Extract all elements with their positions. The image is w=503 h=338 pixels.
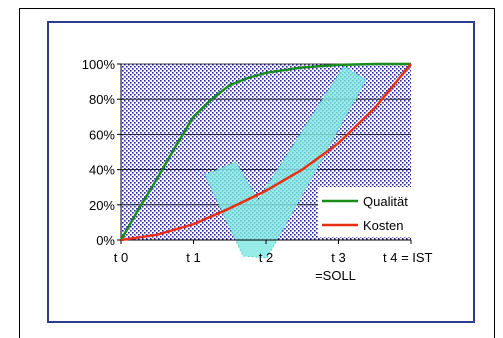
x-tick-label: t 1 — [186, 250, 200, 265]
y-tick-label: 60% — [89, 127, 115, 142]
legend-background — [318, 187, 428, 237]
x-tick-label: t 3 — [331, 250, 345, 265]
legend-label-qualitaet: Qualität — [363, 194, 408, 209]
y-tick-label: 20% — [89, 198, 115, 213]
y-ticks: 0% 20% 40% 60% 80% 100% — [82, 57, 121, 248]
x-tick-label: t 4 = IST — [383, 250, 433, 265]
legend: Qualität Kosten — [322, 194, 408, 233]
x-tick-sublabel: =SOLL — [315, 268, 356, 283]
legend-label-kosten: Kosten — [363, 218, 403, 233]
y-tick-label: 0% — [96, 233, 115, 248]
x-tick-label: t 0 — [114, 250, 128, 265]
y-tick-label: 80% — [89, 92, 115, 107]
x-tick-label: t 2 — [259, 250, 273, 265]
checkmark-icon — [204, 65, 367, 259]
x-ticks: t 0 t 1 t 2 t 3 =SOLL t 4 = IST — [114, 240, 433, 283]
y-tick-label: 100% — [82, 57, 116, 72]
series-line-qualitaet — [119, 62, 411, 241]
series-line-kosten — [120, 63, 412, 242]
series-layer — [119, 62, 412, 242]
y-tick-label: 40% — [89, 163, 115, 178]
